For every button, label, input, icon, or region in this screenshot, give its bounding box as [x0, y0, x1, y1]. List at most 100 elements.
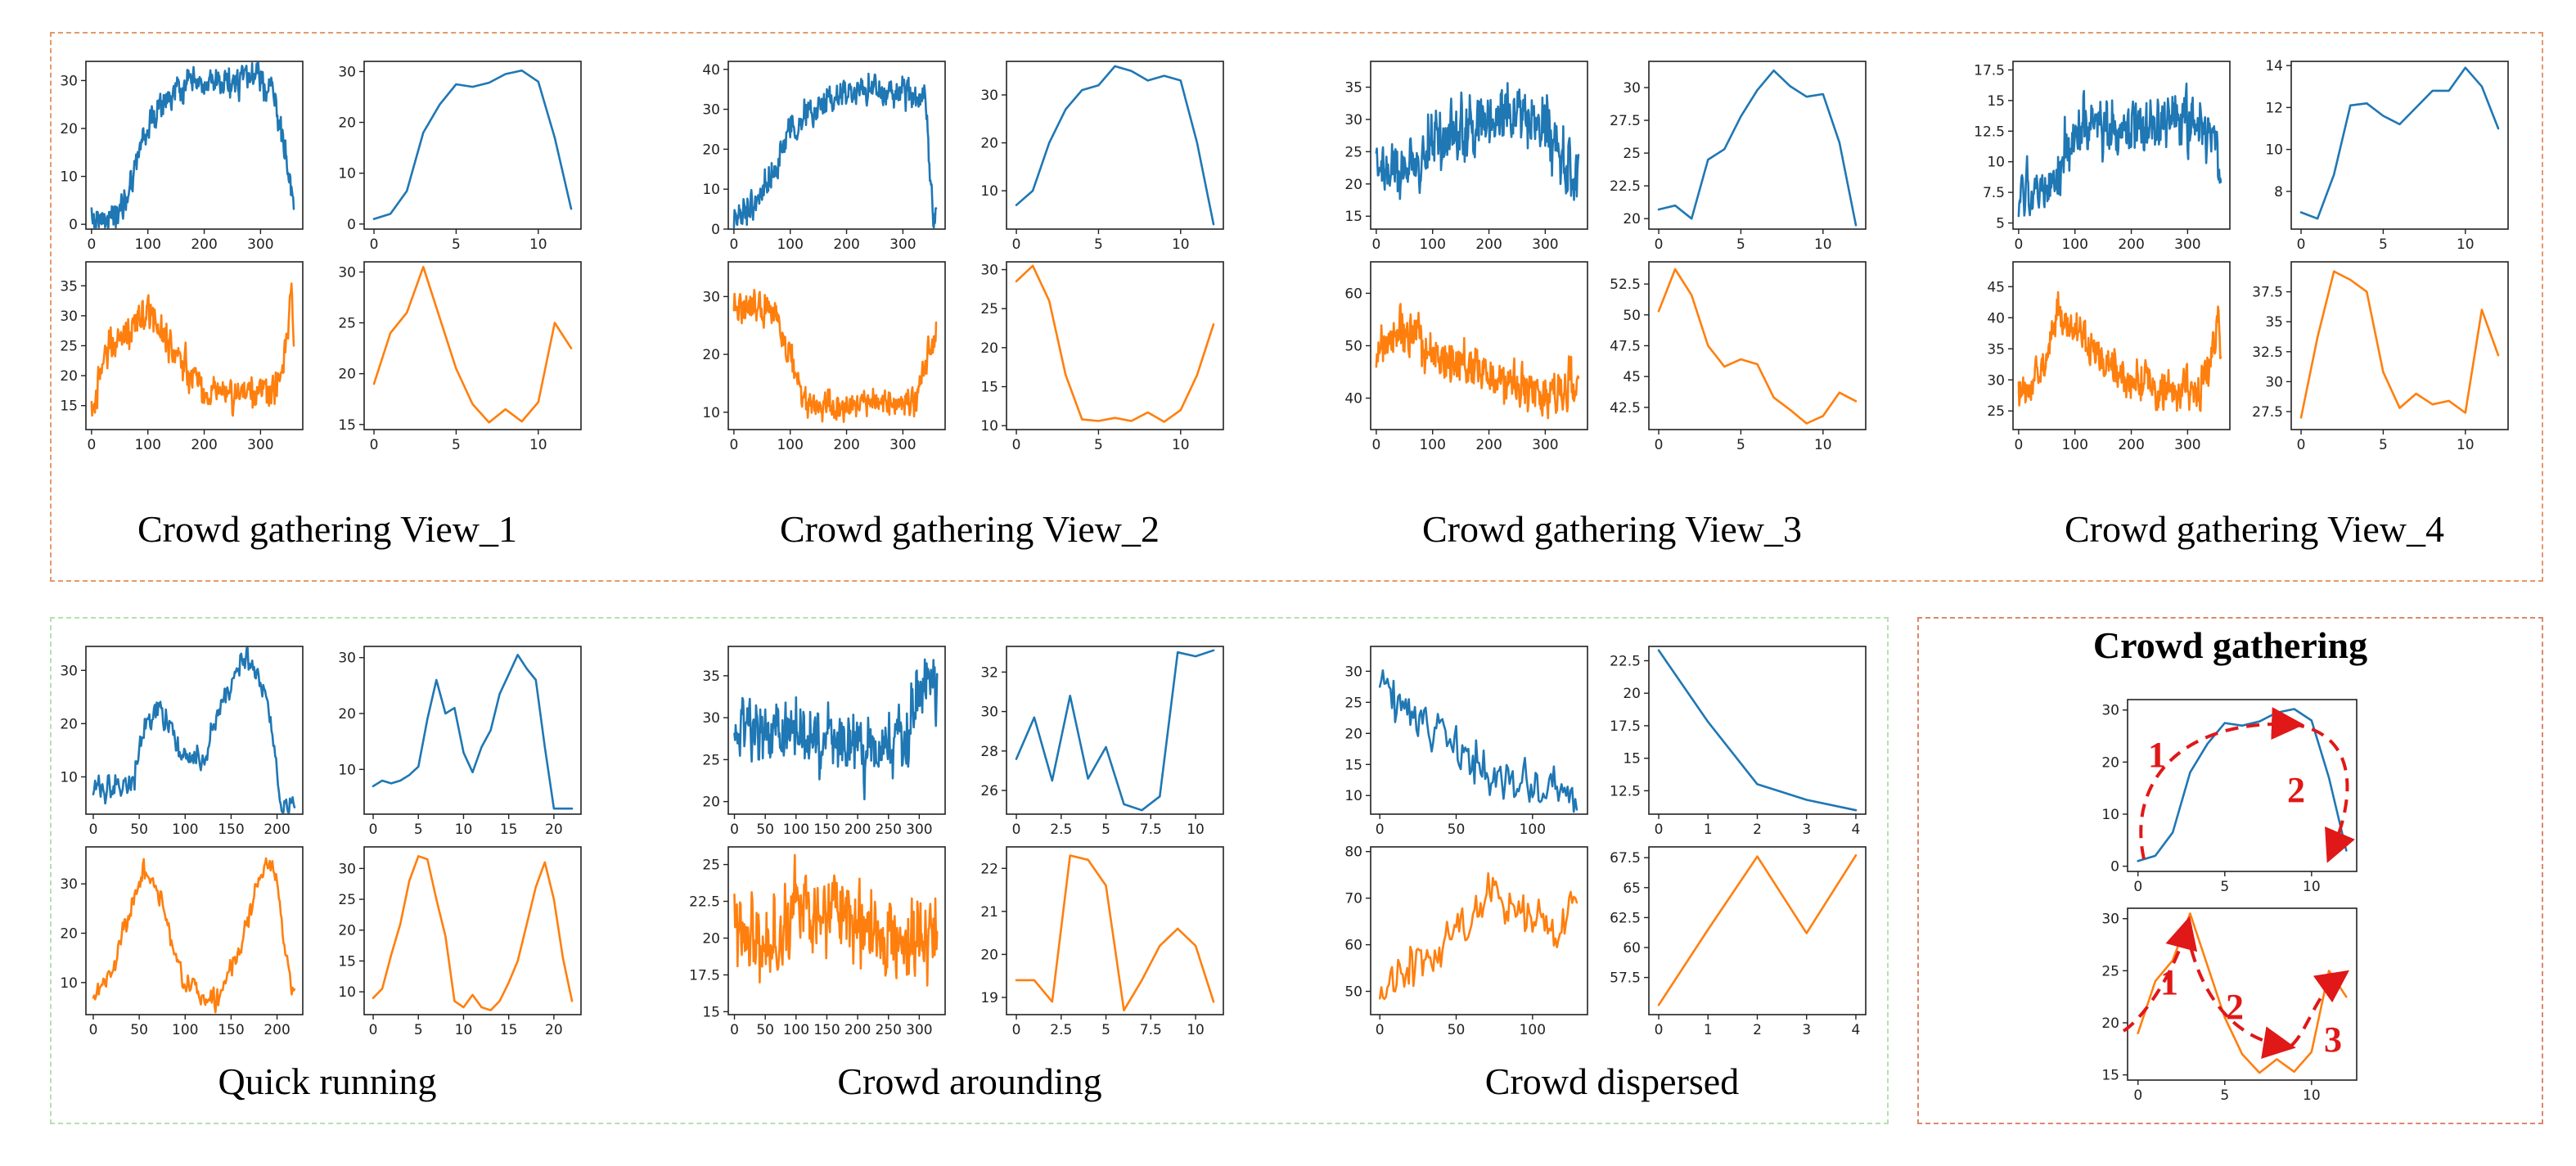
- y-tick-label: 22.5: [689, 894, 720, 911]
- x-tick-label: 0: [1655, 1022, 1664, 1038]
- y-tick-label: 30: [702, 710, 720, 727]
- chart-7-raw-orange: 0 50 100 50 60 70 80: [1344, 844, 1588, 1038]
- plot-frame: [363, 261, 582, 430]
- x-tick-label: 200: [844, 1022, 871, 1038]
- x-tick-label: 300: [906, 822, 932, 838]
- y-tick-label: 20: [702, 142, 720, 158]
- y-tick-label: 20: [980, 947, 998, 963]
- chart-4-smoothed-orange: 0 5 10 27.5 30 32.5 35 37.5: [2252, 261, 2509, 453]
- y-tick-label: 26: [980, 783, 998, 799]
- x-tick-label: 100: [777, 437, 803, 453]
- legend-example-orange: 0 5 10 15 20 25 30: [2101, 907, 2358, 1104]
- y-tick-label: 25: [702, 858, 720, 874]
- y-tick-label: 5: [1996, 216, 2005, 232]
- x-tick-label: 150: [218, 822, 244, 838]
- x-tick-label: 5: [452, 437, 461, 453]
- y-tick-label: 65: [1623, 880, 1641, 897]
- y-tick-label: 10: [2265, 142, 2283, 159]
- y-tick-label: 0: [69, 217, 78, 233]
- chart-3-smoothed-orange: 0 5 10 42.5 45 47.5 50 52.5: [1610, 261, 1867, 453]
- y-tick-label: 15: [1344, 757, 1362, 773]
- orange-series-line: [1378, 871, 1578, 1001]
- x-tick-label: 200: [844, 822, 871, 838]
- blue-series-line: [1657, 649, 1858, 812]
- x-tick-label: 50: [756, 1022, 774, 1038]
- y-tick-label: 30: [60, 876, 78, 893]
- blue-series-line: [372, 654, 574, 810]
- y-tick-label: 14: [2265, 58, 2283, 74]
- y-tick-label: 20: [702, 930, 720, 947]
- y-tick-label: 30: [60, 73, 78, 89]
- x-tick-label: 100: [134, 437, 160, 453]
- blue-series-line: [1657, 69, 1858, 227]
- x-tick-label: 0: [89, 822, 98, 838]
- x-tick-label: 20: [545, 822, 563, 838]
- x-tick-label: 100: [1419, 437, 1445, 453]
- y-tick-label: 20: [1623, 211, 1641, 227]
- y-tick-label: 30: [60, 663, 78, 679]
- y-tick-label: 15: [338, 953, 356, 970]
- chart-6-smoothed-orange: 0 2.5 5 7.5 10 19 20 21 22: [980, 846, 1224, 1038]
- y-tick-label: 50: [1344, 984, 1362, 1001]
- chart-2-raw-blue: 0 100 200 300 0 10 20 30 40: [702, 61, 946, 253]
- x-tick-label: 0: [87, 437, 96, 453]
- x-tick-label: 50: [756, 822, 774, 838]
- x-tick-label: 3: [1802, 1022, 1811, 1038]
- x-tick-label: 0: [370, 437, 379, 453]
- y-tick-label: 30: [1623, 80, 1641, 97]
- x-tick-label: 200: [833, 236, 859, 253]
- y-tick-label: 25: [1987, 403, 2005, 420]
- chart-1-smoothed-blue: 0 5 10 0 10 20 30: [338, 61, 582, 253]
- y-tick-label: 30: [980, 263, 998, 279]
- x-tick-label: 50: [130, 822, 148, 838]
- x-tick-label: 200: [191, 236, 217, 253]
- x-tick-label: 10: [455, 1022, 473, 1038]
- y-tick-label: 10: [702, 405, 720, 421]
- x-tick-label: 300: [247, 437, 273, 453]
- y-tick-label: 25: [980, 301, 998, 317]
- x-tick-label: 2: [1753, 822, 1762, 838]
- x-tick-label: 100: [2061, 437, 2087, 453]
- y-tick-label: 20: [1623, 686, 1641, 702]
- y-tick-label: 12.5: [1974, 124, 2005, 140]
- y-tick-label: 50: [1344, 339, 1362, 355]
- x-tick-label: 10: [529, 437, 547, 453]
- chart-1-smoothed-orange: 0 5 10 15 20 25 30: [338, 261, 582, 453]
- orange-series-line: [2299, 270, 2500, 419]
- y-tick-label: 20: [338, 115, 356, 132]
- x-tick-label: 0: [2297, 236, 2306, 253]
- x-tick-label: 4: [1852, 1022, 1861, 1038]
- x-tick-label: 7.5: [1140, 1022, 1162, 1038]
- y-tick-label: 25: [1623, 146, 1641, 162]
- y-tick-label: 10: [980, 183, 998, 200]
- y-tick-label: 12.5: [1610, 783, 1641, 799]
- plot-frame: [1648, 261, 1867, 430]
- y-tick-label: 25: [338, 316, 356, 332]
- caption-view-1: Crowd gathering View_1: [137, 508, 517, 550]
- y-tick-label: 35: [2265, 314, 2283, 331]
- y-tick-label: 22.5: [1610, 178, 1641, 195]
- x-tick-label: 10: [2303, 879, 2321, 895]
- plot-frame: [363, 846, 582, 1015]
- plot-frame: [85, 846, 304, 1015]
- x-tick-label: 100: [783, 822, 809, 838]
- x-tick-label: 0: [369, 1022, 378, 1038]
- y-tick-label: 30: [1344, 664, 1362, 680]
- x-tick-label: 300: [2174, 236, 2200, 253]
- plot-frame: [1370, 61, 1588, 230]
- y-tick-label: 60: [1623, 940, 1641, 957]
- chart-5-smoothed-blue: 0 5 10 15 20 10 20 30: [338, 646, 582, 838]
- bottom-group-frame: [50, 617, 1889, 1124]
- x-tick-label: 100: [2061, 236, 2087, 253]
- plot-frame: [363, 646, 582, 815]
- x-tick-label: 0: [2297, 437, 2306, 453]
- chart-4-raw-blue: 0 100 200 300 5 7.5 10 12.5 15 17.5: [1974, 61, 2231, 253]
- y-tick-label: 20: [338, 367, 356, 383]
- plot-frame: [2012, 61, 2231, 230]
- x-tick-label: 0: [1371, 437, 1380, 453]
- y-tick-label: 30: [1987, 372, 2005, 389]
- x-tick-label: 200: [1475, 236, 1502, 253]
- y-tick-label: 52.5: [1610, 277, 1641, 293]
- y-tick-label: 32.5: [2252, 344, 2283, 361]
- plot-frame: [2290, 61, 2509, 230]
